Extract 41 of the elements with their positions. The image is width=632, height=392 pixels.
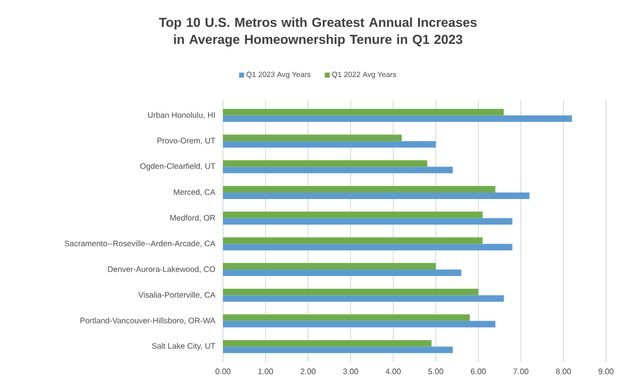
y-tick-label: Merced, CA (174, 189, 216, 196)
x-tick-label: 0.00 (216, 368, 230, 374)
x-tick-label: 5.00 (428, 368, 444, 374)
y-tick-label: Salt Lake City, UT (152, 342, 216, 350)
y-tick-label: Urban Honolulu, HI (148, 112, 215, 119)
x-tick-label: 6.00 (470, 368, 486, 374)
bar (223, 218, 512, 225)
y-tick-label: Sacramento--Roseville--Arden-Arcade, CA (64, 240, 216, 248)
chart-title: Top 10 U.S. Metros with Greatest Annual Increases in Average Homeownership Tenure in Q1 2023 (158, 17, 477, 47)
y-tick-label: Portland-Vancouver-Hillsboro, OR-WA (80, 317, 216, 324)
y-tick-label: Provo-Orem, UT (157, 138, 216, 144)
bar (223, 192, 530, 199)
x-tick-label: 8.00 (556, 368, 571, 374)
x-tick-label: 4.00 (386, 368, 401, 374)
bar (223, 115, 572, 122)
bar (223, 320, 496, 328)
y-tick-label: Ogden-Clearfield, UT (140, 163, 216, 171)
bar (223, 108, 504, 116)
bar (223, 237, 483, 244)
x-tick-label: 2.00 (300, 368, 316, 374)
bar (223, 340, 432, 347)
y-tick-label: Denver-Aurora-Lakewood, CO (108, 266, 216, 273)
bar (223, 270, 462, 276)
bar (223, 134, 402, 142)
bar (223, 141, 436, 148)
bar (223, 160, 428, 167)
x-tick-label: 9.00 (598, 368, 614, 374)
y-tick-label: Visalia-Porterville, CA (138, 292, 216, 299)
bar (223, 295, 504, 302)
bar (223, 212, 483, 218)
x-tick-label: 7.00 (514, 368, 528, 374)
bar (223, 263, 436, 270)
bar (223, 166, 453, 174)
y-tick-label: Medford, OR (170, 214, 216, 222)
bar (223, 288, 478, 296)
bar (223, 186, 496, 192)
x-tick-label: 3.00 (343, 368, 358, 374)
bar (223, 244, 512, 250)
bar (223, 346, 453, 354)
x-tick-label: 1.00 (258, 368, 274, 374)
bar (223, 314, 470, 321)
